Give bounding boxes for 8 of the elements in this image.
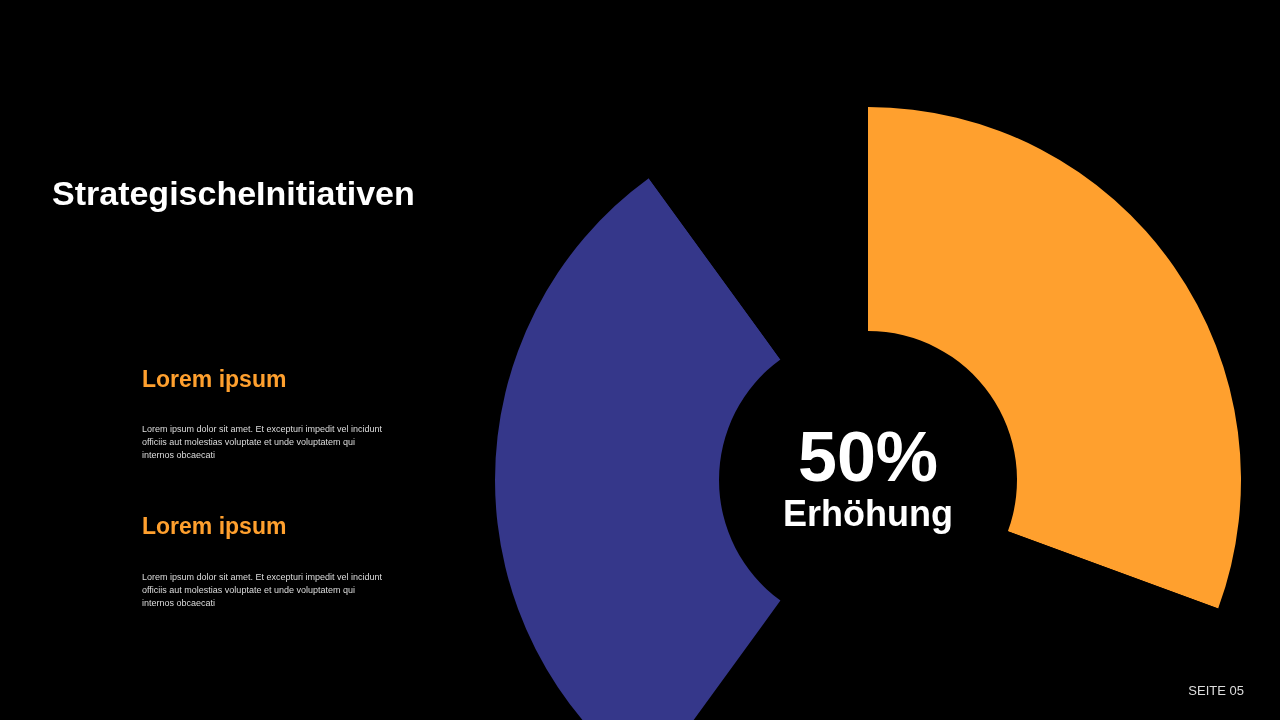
text: Erhöhung [783, 493, 953, 534]
text: Lorem ipsum [142, 513, 287, 539]
text: SEITE 05 [1188, 683, 1244, 698]
text: Lorem ipsum dolor sit amet. Et excepturi impedit vel incidunt officiis aut molestias voluptate et unde voluptatem qui internos obcaecati [142, 424, 383, 460]
text: 50% [797, 418, 939, 496]
text: Lorem ipsum dolor sit amet. Et excepturi impedit vel incidunt officiis aut molestias voluptate et unde voluptatem qui internos obcaecati [142, 572, 383, 608]
text: StrategischeInitiativen [52, 174, 415, 212]
text: Lorem ipsum [142, 366, 287, 392]
